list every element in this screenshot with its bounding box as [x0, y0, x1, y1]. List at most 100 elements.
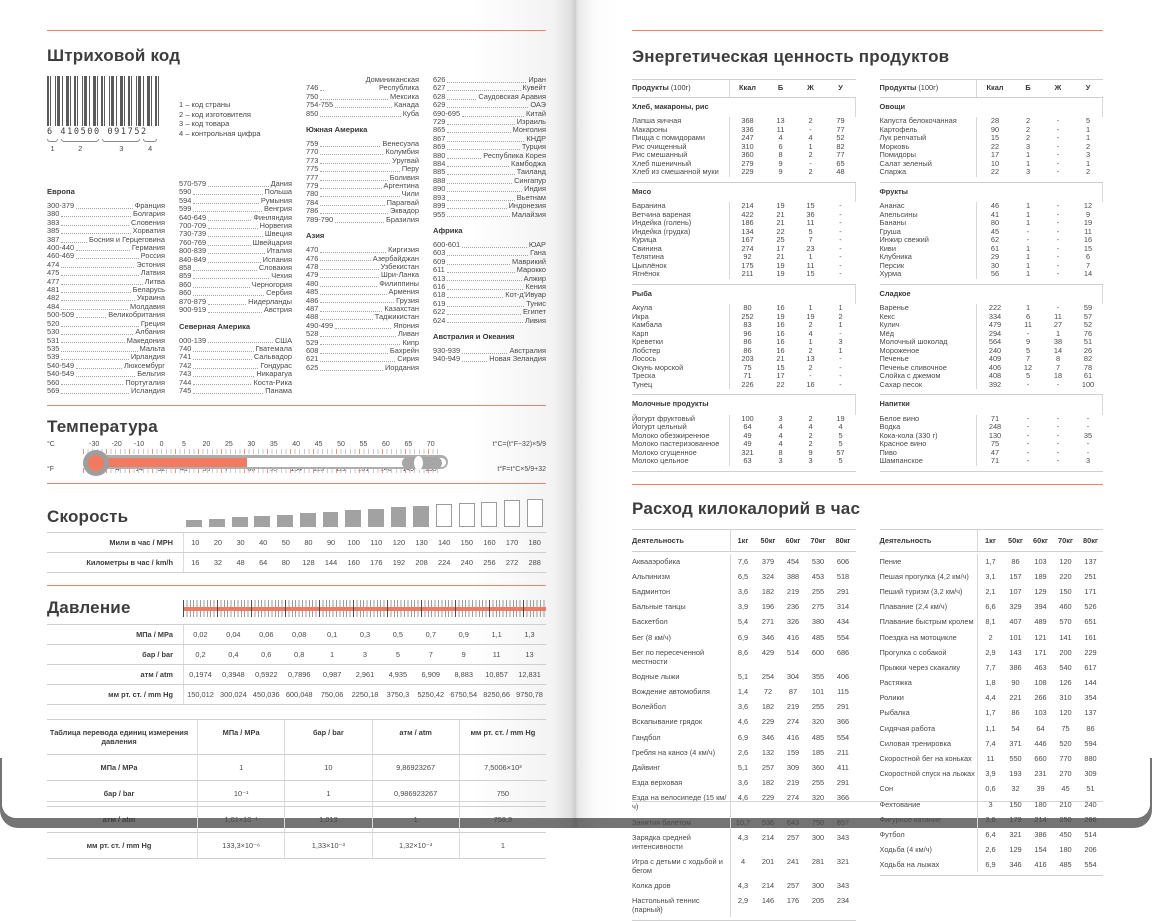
speed-bar-cell [455, 503, 478, 527]
activity-value: 179 [1003, 812, 1028, 827]
kmh-value: 144 [320, 553, 343, 572]
pressure-value: 0,7 [414, 625, 447, 644]
activity-value: 554 [831, 730, 856, 745]
activity-value: 132 [756, 745, 781, 760]
dots-leader [320, 277, 379, 278]
conversion-value: 1 [197, 754, 284, 780]
pressure-value: 1 [316, 645, 349, 664]
food-section-title: Сладкое [880, 285, 1103, 305]
dots-leader [447, 183, 512, 184]
activity-value: 214 [756, 878, 781, 893]
activity-value: 309 [781, 760, 806, 775]
pressure-value: 5250,42 [414, 685, 447, 704]
dots-leader [320, 180, 387, 181]
dots-leader [320, 286, 377, 287]
barcode-group-numbers: 1 2 3 4 [47, 142, 159, 153]
barcode-column-1: 6 410500 091752 1 2 [47, 76, 165, 397]
activity-value: 257 [756, 760, 781, 775]
celsius-formula: t°C=(t°F−32)×5/9 [442, 441, 546, 448]
activity-value: 770 [1053, 751, 1078, 766]
activity-value: 291 [831, 699, 856, 714]
food-header-col: У [1073, 80, 1103, 97]
activity-value: 530 [806, 554, 831, 569]
activity-value: 489 [1028, 614, 1053, 629]
food-item-value: 9 [766, 168, 796, 177]
celsius-value: 60 [375, 441, 397, 448]
dots-leader [320, 260, 370, 261]
activity-name: Ходьба на лыжах [880, 857, 978, 872]
dots-leader [462, 247, 527, 248]
food-item-value: 229 [730, 168, 766, 177]
activity-value: 1,8 [978, 675, 1003, 690]
mph-value: 130 [410, 533, 433, 552]
activity-value: 2,6 [978, 842, 1003, 857]
conversion-row-label: МПа / MPa [47, 754, 197, 780]
activity-value: 255 [806, 699, 831, 714]
kmh-value: 176 [365, 553, 388, 572]
dots-leader [447, 322, 523, 323]
region-header: Европа [47, 187, 165, 196]
dots-leader [208, 220, 251, 221]
mph-value: 100 [342, 533, 365, 552]
activity-value: 416 [781, 629, 806, 644]
speed-bar-cell [410, 506, 433, 528]
activity-value: 518 [831, 569, 856, 584]
conversion-value: 1,33×10⁻³ [284, 832, 371, 858]
activity-value: 3,9 [978, 766, 1003, 781]
dots-leader [208, 312, 262, 313]
activity-name: Поездка на мотоцикле [880, 629, 978, 644]
activity-value: 214 [756, 830, 781, 854]
activity-value: 379 [756, 554, 781, 569]
dots-leader [61, 292, 130, 293]
activity-name: Плавание (2,4 км/ч) [880, 599, 978, 614]
dots-leader [193, 351, 253, 352]
speed-bar-cell [387, 507, 410, 527]
kmh-value: 16 [184, 553, 207, 572]
activity-name: Вскапывание грядок [632, 714, 730, 729]
activity-value: 416 [1028, 857, 1053, 872]
kmh-value: 48 [229, 553, 252, 572]
food-section-title-spacer [1102, 183, 1103, 203]
group-number: 4 [143, 144, 156, 153]
activity-value: 386 [1028, 827, 1053, 842]
activity-value: 446 [1028, 736, 1053, 751]
dots-leader [76, 376, 135, 377]
dots-leader [320, 370, 383, 371]
activity-name: Гандбол [632, 730, 730, 745]
activity-value: 1,4 [731, 684, 756, 699]
mph-value: 150 [456, 533, 479, 552]
speed-bar [232, 517, 248, 527]
mph-value: 80 [297, 533, 320, 552]
activity-value: 343 [831, 878, 856, 893]
activity-name: Колка дров [632, 878, 730, 893]
pressure-value: 450,036 [250, 685, 283, 704]
activity-value: 366 [831, 714, 856, 729]
country-name: Малайзия [512, 211, 546, 219]
activity-value: 115 [831, 684, 856, 699]
activity-value: 291 [831, 584, 856, 599]
food-header-col: Ж [1043, 80, 1073, 97]
activity-value: 159 [781, 745, 806, 760]
mph-row-label: Мили в час / MPH [47, 538, 183, 547]
activity-value: 660 [1028, 751, 1053, 766]
legend-line: 4 – контрольная цифра [179, 129, 292, 139]
activity-value: 366 [831, 790, 856, 814]
speed-bar [504, 500, 520, 527]
